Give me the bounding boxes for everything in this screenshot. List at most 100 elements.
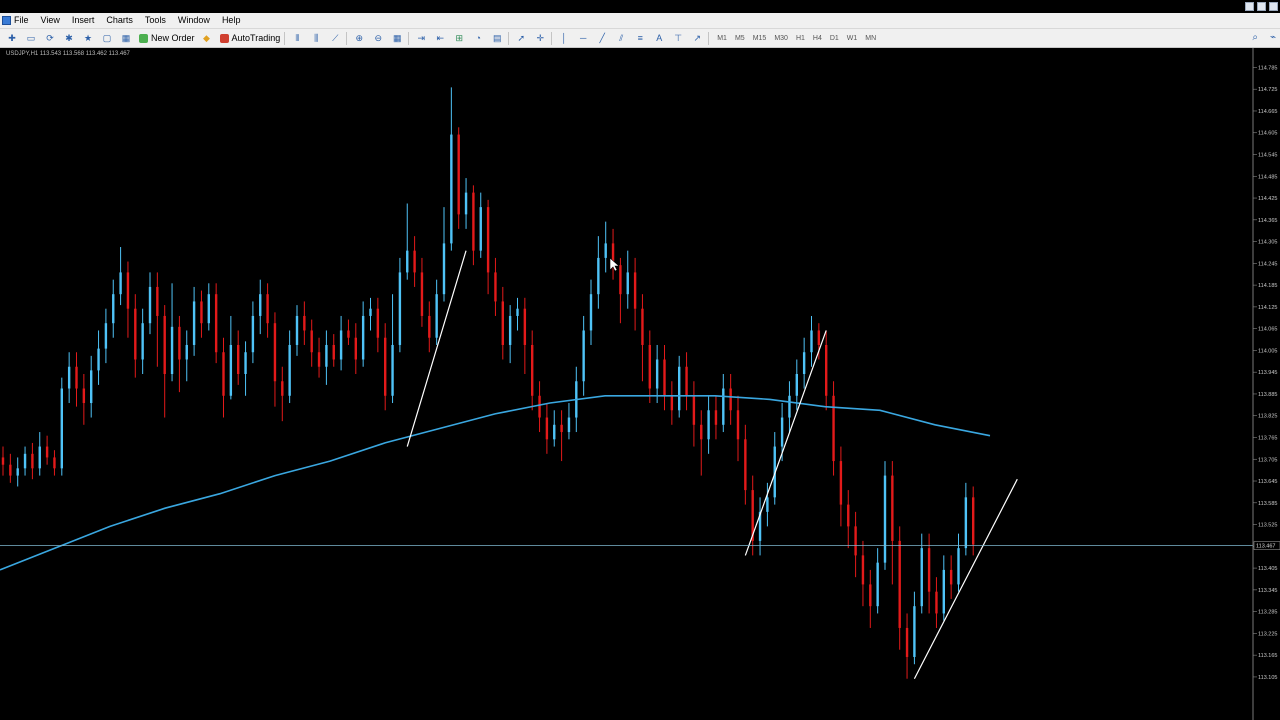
label-icon[interactable]: ⊤	[674, 32, 683, 43]
minimize-button[interactable]	[1245, 2, 1254, 11]
candlestick-icon[interactable]: ⫼	[314, 32, 319, 43]
menu-file[interactable]: File	[0, 13, 35, 28]
candle	[413, 236, 416, 287]
crosshair-icon[interactable]: ✛	[536, 32, 544, 43]
candle	[964, 482, 968, 556]
toolbar: ✚ ▭ ⟳ ✱ ★ ▢ ▦ New Order ◆ AutoTrading ⫴ …	[0, 29, 1280, 48]
candle	[972, 486, 975, 556]
price-chart[interactable]: 114.785 114.725 114.665 114.605 114.545 114.4…	[0, 48, 1280, 720]
menu-charts[interactable]: Charts	[106, 15, 133, 25]
price-tick-label: 113.525	[1258, 523, 1277, 529]
candle	[303, 301, 306, 345]
line-chart-icon[interactable]: ⟋	[332, 32, 339, 43]
scroll-icon[interactable]: ⌁	[1269, 32, 1276, 43]
candle	[1, 446, 5, 476]
channel-icon[interactable]: ⫽	[619, 32, 624, 43]
candle	[281, 366, 284, 422]
tile-windows-icon[interactable]: ▦	[392, 32, 402, 43]
price-tick-label: 114.185	[1258, 283, 1277, 289]
menu-insert[interactable]: Insert	[71, 15, 95, 25]
terminal-icon[interactable]: ▢	[102, 32, 112, 43]
candle	[773, 432, 776, 505]
text-icon[interactable]: A	[656, 33, 663, 43]
candle	[163, 305, 166, 418]
candle	[112, 279, 115, 338]
candle	[685, 352, 688, 411]
new-order-button[interactable]: New Order	[139, 33, 195, 43]
vertical-line-icon[interactable]: │	[561, 33, 568, 43]
candle	[457, 127, 460, 229]
timeframe-m15[interactable]: M15	[752, 34, 767, 42]
candle	[479, 192, 482, 258]
timeframe-h1[interactable]: H1	[795, 34, 805, 42]
arrows-icon[interactable]: ↗	[693, 32, 701, 43]
candle	[589, 279, 593, 345]
profiles-icon[interactable]: ▭	[26, 32, 36, 43]
metaeditor-icon[interactable]: ◆	[203, 32, 210, 43]
candle	[795, 359, 798, 411]
bar-chart-icon[interactable]: ⫴	[295, 32, 300, 43]
horizontal-line-icon[interactable]: ─	[580, 33, 587, 43]
candle	[192, 286, 196, 356]
templates-icon[interactable]: ▤	[492, 32, 502, 43]
candle	[641, 294, 644, 382]
strategy-tester-icon[interactable]: ▦	[121, 32, 131, 43]
timeframe-m30[interactable]: M30	[774, 34, 788, 42]
auto-scroll-icon[interactable]: ⇥	[417, 32, 425, 43]
toolbar-separator	[551, 31, 553, 45]
candle	[442, 207, 446, 302]
menu-help[interactable]: Help	[221, 15, 241, 25]
price-tick-label: 113.645	[1258, 479, 1277, 485]
price-tick-label: 114.365	[1258, 218, 1277, 224]
menu-window[interactable]: Window	[177, 15, 210, 25]
timeframe-mn[interactable]: MN	[865, 34, 877, 42]
refresh-icon[interactable]: ⟳	[46, 32, 54, 43]
trendline[interactable]	[913, 478, 1018, 680]
menu-file-label: File	[14, 15, 29, 25]
trendline[interactable]	[406, 250, 467, 447]
trendline[interactable]	[744, 330, 827, 556]
periods-icon[interactable]: ◔	[475, 33, 481, 43]
candle	[957, 533, 960, 592]
favorites-icon[interactable]: ★	[83, 32, 93, 43]
candle	[817, 323, 821, 360]
price-tick-label: 113.105	[1258, 675, 1277, 681]
navigator-icon[interactable]: ✱	[65, 32, 73, 43]
candle	[156, 272, 159, 367]
candle	[244, 341, 247, 396]
autotrading-button[interactable]: AutoTrading	[219, 33, 280, 43]
candle	[295, 305, 299, 356]
timeframe-m5[interactable]: M5	[734, 34, 745, 42]
fibonacci-icon[interactable]: ≡	[637, 33, 643, 43]
indicators-icon[interactable]: ⊞	[455, 32, 463, 43]
candle	[538, 381, 541, 433]
candle	[766, 482, 769, 527]
price-tick-label: 113.765	[1258, 435, 1277, 441]
candle	[935, 577, 938, 628]
zoom-out-icon[interactable]: ⊖	[374, 32, 382, 43]
menu-tools[interactable]: Tools	[144, 15, 166, 25]
timeframe-d1[interactable]: D1	[829, 34, 839, 42]
close-button[interactable]	[1269, 2, 1278, 11]
candle	[384, 323, 387, 411]
candle	[398, 257, 402, 353]
price-axis: 114.785 114.725 114.665 114.605 114.545 114.4…	[1253, 65, 1277, 681]
candle	[825, 330, 828, 411]
timeframe-m1[interactable]: M1	[717, 34, 727, 42]
cursor-icon[interactable]: ➚	[517, 32, 525, 43]
candle	[832, 381, 835, 476]
candle	[494, 257, 497, 316]
zoom-in-icon[interactable]: ⊕	[355, 32, 363, 43]
candle	[67, 352, 71, 404]
chart-shift-icon[interactable]: ⇤	[436, 32, 444, 43]
menu-view[interactable]: View	[40, 15, 60, 25]
candle	[38, 432, 41, 476]
timeframe-w1[interactable]: W1	[846, 34, 858, 42]
trendline-icon[interactable]: ╱	[599, 32, 605, 43]
candle	[391, 294, 394, 404]
restore-button[interactable]	[1257, 2, 1266, 11]
search-icon[interactable]: ⌕	[1252, 32, 1258, 43]
timeframe-h4[interactable]: H4	[812, 34, 822, 42]
candle	[700, 410, 703, 476]
new-chart-icon[interactable]: ✚	[8, 32, 16, 43]
